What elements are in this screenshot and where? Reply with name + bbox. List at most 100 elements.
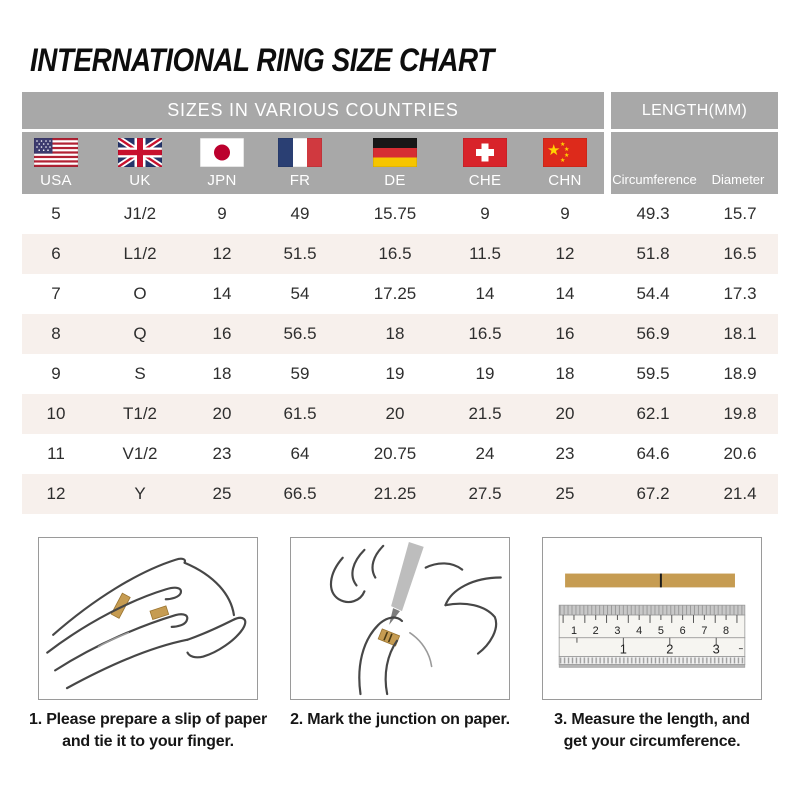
pen-marking-sketch-icon	[330, 541, 502, 696]
instruction-caption-3: 3. Measure the length, and get your circ…	[554, 709, 750, 753]
table-cell: 18	[555, 364, 575, 383]
caption-line: and tie it to your finger.	[62, 733, 234, 750]
table-cell: 23	[212, 444, 232, 463]
length-columns: Circumference Diameter	[611, 132, 778, 194]
svg-text:★: ★	[560, 141, 565, 148]
table-cell: 27.5	[468, 484, 502, 503]
table-cell: L1/2	[123, 244, 157, 263]
table-cell: 51.8	[636, 244, 670, 263]
page-title: INTERNATIONAL RING SIZE CHART	[30, 42, 494, 78]
table-cell: 51.5	[283, 244, 317, 263]
size-table-body: 5 J1/2 9 49 15.75 9 9 49.3 15.7 6 L1/2 12 51.5 16.5 11…	[22, 194, 778, 514]
table-cell: 18.9	[723, 364, 757, 383]
instruction-panels: 1. Please prepare a slip of paper and ti…	[22, 537, 778, 753]
svg-text:4: 4	[636, 625, 642, 637]
table-cell: 59	[290, 364, 310, 383]
germany-flag-icon	[373, 138, 417, 167]
table-cell: 11.5	[469, 244, 501, 263]
table-cell: 49.3	[636, 204, 670, 223]
column-che: CHE	[444, 132, 526, 189]
table-cell: 54	[290, 284, 310, 303]
table-cell: 14	[555, 284, 575, 303]
table-cell: 59.5	[636, 364, 670, 383]
svg-text:7: 7	[701, 625, 707, 637]
table-cell: 21.4	[723, 484, 757, 503]
column-label-diameter: Diameter	[711, 172, 765, 187]
column-fr: FR	[254, 132, 346, 189]
column-label-chn: CHN	[548, 172, 582, 189]
table-cell: 21.25	[373, 484, 417, 503]
table-cell: 20.75	[373, 444, 417, 463]
svg-text:3: 3	[713, 642, 720, 657]
table-row: 6 L1/2 12 51.5 16.5 11.5 12 51.8 16.5	[22, 234, 778, 274]
table-cell: J1/2	[123, 204, 157, 223]
table-cell: 18.1	[723, 324, 757, 343]
table-cell: 49	[290, 204, 310, 223]
length-section-label: LENGTH(MM)	[641, 101, 748, 119]
table-row: 11 V1/2 23 64 20.75 24 23 64.6 20.6	[22, 434, 778, 474]
table-cell: 24	[475, 444, 495, 463]
column-label-usa: USA	[40, 172, 72, 189]
instruction-step-2: 2. Mark the junction on paper.	[274, 537, 526, 753]
column-label-fr: FR	[289, 172, 311, 189]
table-cell: V1/2	[122, 444, 158, 463]
instruction-caption-2: 2. Mark the junction on paper.	[290, 709, 510, 731]
table-cell: 56.9	[636, 324, 670, 343]
caption-line: 3. Measure the length, and	[554, 711, 750, 728]
column-jpn: JPN	[190, 132, 254, 189]
table-cell: 54.4	[636, 284, 670, 303]
table-cell: 21.5	[468, 404, 502, 423]
svg-text:1: 1	[620, 642, 627, 657]
svg-text:★: ★	[560, 157, 565, 164]
table-cell: 9	[217, 204, 227, 223]
table-cell: 62.1	[636, 404, 670, 423]
ruler-icon: 1 2 3 4 5 6 7 8	[558, 573, 746, 668]
table-cell: 9	[51, 364, 61, 383]
caption-line: get your circumference.	[563, 733, 741, 750]
table-cell: 20	[212, 404, 232, 423]
table-cell: 20	[555, 404, 575, 423]
table-cell: 12	[46, 484, 66, 503]
table-cell: T1/2	[122, 404, 158, 423]
table-row: 12 Y 25 66.5 21.25 27.5 25 67.2 21.4	[22, 474, 778, 514]
table-cell: 64.6	[636, 444, 670, 463]
length-section-header: LENGTH(MM)	[611, 92, 778, 129]
caption-line: 2. Mark the junction on paper.	[290, 711, 510, 728]
table-cell: Q	[133, 324, 147, 343]
table-cell: S	[134, 364, 146, 383]
table-cell: 15.7	[723, 204, 757, 223]
japan-flag-icon	[200, 138, 244, 167]
column-label-circumference: Circumference	[612, 172, 697, 187]
table-cell: 6	[51, 244, 61, 263]
instruction-step-3: 1 2 3 4 5 6 7 8	[526, 537, 778, 753]
country-columns: USA UK	[22, 132, 604, 194]
table-cell: 56.5	[283, 324, 317, 343]
france-flag-icon	[278, 138, 322, 167]
table-cell: 16.5	[468, 324, 502, 343]
svg-text:★: ★	[547, 141, 560, 159]
column-label-che: CHE	[468, 172, 502, 189]
sizes-section-label: SIZES IN VARIOUS COUNTRIES	[167, 100, 459, 120]
table-cell: 25	[555, 484, 575, 503]
table-row: 10 T1/2 20 61.5 20 21.5 20 62.1 19.8	[22, 394, 778, 434]
column-label-de: DE	[384, 172, 406, 189]
svg-text:3: 3	[614, 625, 620, 637]
table-cell: 18	[385, 324, 405, 343]
table-cell: 16.5	[723, 244, 757, 263]
hand-with-paper-strip-illustration	[38, 537, 258, 700]
svg-text:2: 2	[593, 625, 599, 637]
column-label-uk: UK	[129, 172, 151, 189]
svg-text:5: 5	[658, 625, 664, 637]
column-usa: USA	[22, 132, 90, 189]
svg-text:★: ★	[564, 146, 569, 153]
table-cell: 19	[475, 364, 495, 383]
column-de: DE	[346, 132, 444, 189]
table-cell: 11	[47, 444, 65, 463]
paper-strip	[565, 573, 735, 588]
table-cell: 18	[212, 364, 232, 383]
instruction-caption-1: 1. Please prepare a slip of paper and ti…	[29, 709, 267, 753]
table-cell: 61.5	[283, 404, 317, 423]
svg-text:2: 2	[666, 642, 673, 657]
table-cell: 9	[560, 204, 570, 223]
pen-marking-illustration	[290, 537, 510, 700]
